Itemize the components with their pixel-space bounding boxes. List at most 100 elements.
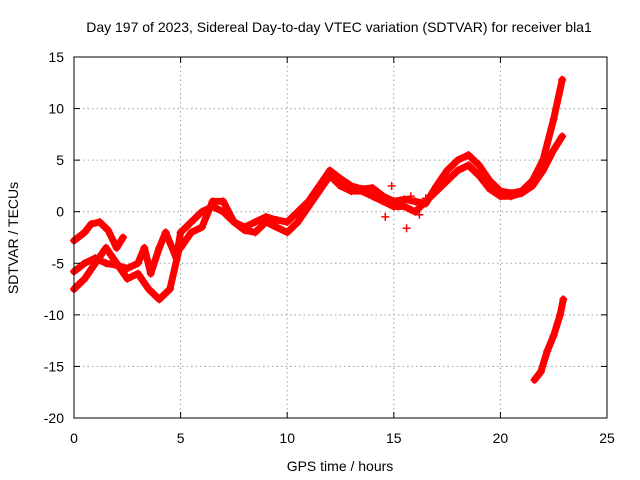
data-point-marker (475, 161, 484, 170)
data-point-marker (208, 197, 217, 206)
data-point-marker (394, 202, 403, 211)
data-point-marker (161, 228, 170, 237)
data-point-marker (112, 243, 121, 252)
data-point-marker (381, 212, 390, 221)
data-point-marker (549, 145, 558, 154)
grid-lines (74, 57, 607, 418)
data-point-marker (95, 218, 104, 227)
y-tick-label: 0 (56, 204, 64, 220)
data-point-marker (119, 233, 128, 242)
data-point-marker (549, 114, 558, 123)
data-point-marker (80, 259, 89, 268)
data-point-marker (368, 192, 377, 201)
chart-title: Day 197 of 2023, Sidereal Day-to-day VTE… (86, 19, 592, 35)
data-point-marker (146, 269, 155, 278)
data-point-marker (485, 185, 494, 194)
data-point-marker (558, 75, 567, 84)
data-point-marker (87, 220, 96, 229)
data-point-marker (133, 269, 142, 278)
data-point-marker (536, 367, 545, 376)
data-point-marker (379, 197, 388, 206)
data-point-marker (144, 285, 153, 294)
data-point-marker (112, 261, 121, 270)
y-tick-label: -5 (52, 255, 65, 271)
data-point-marker (539, 166, 548, 175)
data-point-marker (91, 254, 100, 263)
data-point-marker (315, 187, 324, 196)
data-point-marker (432, 187, 441, 196)
data-point-marker (283, 228, 292, 237)
data-point-marker (101, 259, 110, 268)
data-point-marker (251, 218, 260, 227)
y-tick-label: -15 (44, 358, 64, 374)
data-point-marker (219, 197, 228, 206)
data-point-marker (165, 285, 174, 294)
series-track-e (530, 295, 568, 384)
data-point-marker (80, 274, 89, 283)
data-point-marker (172, 254, 181, 263)
x-tick-label: 10 (279, 430, 295, 446)
series-outliers (381, 181, 430, 233)
data-point-marker (347, 187, 356, 196)
data-point-marker (558, 132, 567, 141)
data-point-marker (543, 346, 552, 355)
y-tick-label: 15 (48, 49, 64, 65)
x-tick-label: 20 (493, 430, 509, 446)
data-point-marker (402, 224, 411, 233)
data-point-marker (415, 210, 424, 219)
y-tick-label: 5 (56, 152, 64, 168)
data-point-marker (387, 181, 396, 190)
data-point-marker (368, 183, 377, 192)
x-tick-label: 15 (386, 430, 402, 446)
series-band (70, 218, 127, 252)
data-point-marker (176, 228, 185, 237)
data-point-marker (400, 195, 409, 204)
data-point-marker (443, 166, 452, 175)
data-series (70, 75, 568, 384)
plot-frame (73, 56, 608, 419)
data-point-marker (272, 215, 281, 224)
x-tick-label: 25 (599, 430, 615, 446)
data-point-marker (406, 192, 415, 201)
data-point-marker (549, 331, 558, 340)
data-point-marker (528, 181, 537, 190)
data-point-marker (325, 171, 334, 180)
data-point-marker (559, 295, 568, 304)
data-point-marker (229, 218, 238, 227)
data-point-marker (272, 223, 281, 232)
data-point-marker (411, 207, 420, 216)
series-track-a (70, 218, 128, 252)
series-track-c (70, 75, 567, 278)
data-point-marker (104, 226, 113, 235)
series-track-d (176, 132, 567, 252)
data-point-marker (507, 192, 516, 201)
data-point-marker (443, 176, 452, 185)
data-point-marker (80, 228, 89, 237)
data-point-marker (475, 171, 484, 180)
data-point-marker (421, 194, 430, 203)
y-axis-label: SDTVAR / TECUs (5, 182, 21, 294)
data-point-marker (464, 150, 473, 159)
data-point-marker (304, 202, 313, 211)
data-point-marker (530, 375, 539, 384)
data-point-marker (197, 223, 206, 232)
data-point-marker (155, 295, 164, 304)
data-point-marker (187, 228, 196, 237)
data-point-marker (556, 310, 565, 319)
data-point-marker (261, 218, 270, 227)
x-axis-label: GPS time / hours (287, 458, 394, 474)
y-tick-label: -20 (44, 410, 64, 426)
axis-ticks: 0 5 10 15 20 25 -20 -15 -10 -5 0 5 10 15 (44, 49, 615, 446)
data-point-marker (453, 166, 462, 175)
data-point-marker (251, 228, 260, 237)
data-point-marker (496, 192, 505, 201)
data-point-marker (283, 218, 292, 227)
data-point-marker (517, 189, 526, 198)
y-tick-label: -10 (44, 307, 64, 323)
data-point-marker (411, 197, 420, 206)
y-tick-label: 10 (48, 101, 64, 117)
data-point-marker (133, 259, 142, 268)
data-point-marker (293, 218, 302, 227)
data-point-marker (357, 187, 366, 196)
